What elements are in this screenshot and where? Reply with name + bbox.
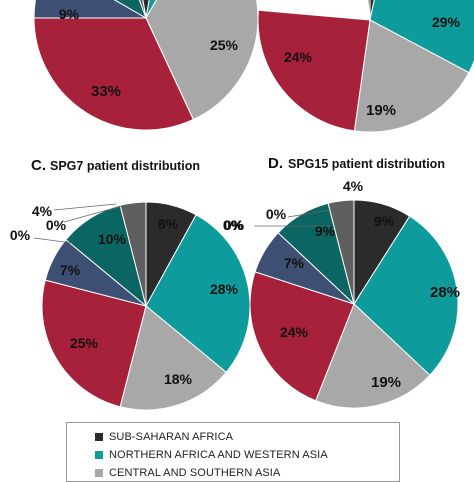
label-c-extra-1: 0% — [46, 217, 67, 233]
leader-lines — [33, 203, 331, 244]
legend-swatch — [95, 433, 103, 441]
pie-chart-a — [33, 0, 259, 131]
label-d-eastern: 9% — [315, 223, 336, 239]
label-a-central: 25% — [210, 37, 239, 53]
title-d-text: SPG15 patient distribution — [288, 157, 445, 171]
leader-c-1 — [53, 203, 117, 211]
c-slice-europe — [41, 279, 147, 408]
a-slice-europe — [33, 17, 194, 131]
pie-chart-c — [41, 201, 251, 411]
legend-label: CENTRAL AND SOUTHERN ASIA — [109, 467, 281, 479]
b-slice-oceania — [367, 0, 371, 21]
a-slice-eastern-asia — [113, 0, 147, 20]
label-d-central: 19% — [371, 374, 401, 391]
a-slice-sub-saharan — [142, 0, 150, 19]
label-b-central: 19% — [366, 102, 396, 119]
d-slice-northern-africa — [353, 215, 459, 376]
b-slice-central-southern-asia — [353, 19, 470, 133]
pie-chart-b — [257, 0, 474, 133]
b-slice-europe — [257, 9, 371, 132]
label-a-latin: 9% — [59, 6, 80, 22]
d-slice-europe — [249, 271, 355, 402]
title-c: C. SPG7 patient distribution — [31, 157, 200, 174]
legend-item-northern-africa: NORTHERN AFRICA AND WESTERN ASIA — [95, 446, 399, 464]
label-a-europe: 33% — [91, 83, 121, 100]
label-c-oceania: 0% — [223, 217, 244, 233]
c-slice-other — [119, 201, 147, 307]
c-slice-northern-africa — [145, 214, 251, 373]
label-b-europe: 24% — [284, 49, 313, 65]
a-slice-latin-america — [33, 0, 148, 19]
pie-labels: 9% 25% 33% 29% 24% 19% 8% 28% 18% 25% 7%… — [10, 6, 461, 391]
label-c-central: 18% — [164, 371, 193, 387]
label-d-northern: 28% — [430, 284, 460, 301]
title-c-text: SPG7 patient distribution — [50, 159, 200, 173]
leader-c-3 — [33, 237, 73, 244]
title-d: D. SPG15 patient distribution — [268, 155, 445, 172]
legend-item-central-southern-asia: CENTRAL AND SOUTHERN ASIA — [95, 464, 399, 482]
legend-label: SUB-SAHARAN AFRICA — [109, 431, 234, 443]
legend: SUB-SAHARAN AFRICA NORTHERN AFRICA AND W… — [66, 422, 400, 482]
legend-swatch — [95, 451, 103, 459]
leader-c-2 — [63, 205, 123, 223]
label-c-other: 4% — [32, 203, 53, 219]
title-c-letter: C. — [31, 157, 46, 174]
leader-d-2 — [287, 209, 331, 218]
title-d-letter: D. — [268, 155, 283, 172]
legend-item-sub-saharan: SUB-SAHARAN AFRICA — [95, 428, 399, 446]
label-c-eastern: 10% — [98, 231, 127, 247]
label-c-subsaharan: 8% — [158, 216, 179, 232]
label-d-latin: 7% — [284, 255, 305, 271]
d-slice-other — [327, 199, 355, 305]
label-d-oceania: 0% — [266, 206, 287, 222]
legend-label: NORTHERN AFRICA AND WESTERN ASIA — [109, 449, 328, 461]
label-d-other: 4% — [343, 178, 364, 194]
b-slice-northern-africa — [369, 0, 474, 74]
label-d-extra-1: 0% — [224, 217, 245, 233]
label-c-northern: 28% — [210, 281, 239, 297]
label-d-subsaharan: 9% — [374, 213, 395, 229]
a-slice-oceania — [138, 0, 147, 19]
pie-chart-d — [249, 199, 459, 409]
c-slice-central-southern-asia — [119, 305, 227, 411]
label-d-europe: 24% — [280, 324, 309, 340]
label-c-latin: 7% — [60, 262, 81, 278]
label-c-europe: 25% — [70, 335, 99, 351]
b-slice-sub-saharan — [369, 0, 375, 21]
label-c-extra-2: 0% — [10, 227, 31, 243]
label-b-northern: 29% — [432, 14, 461, 30]
legend-swatch — [95, 469, 103, 477]
